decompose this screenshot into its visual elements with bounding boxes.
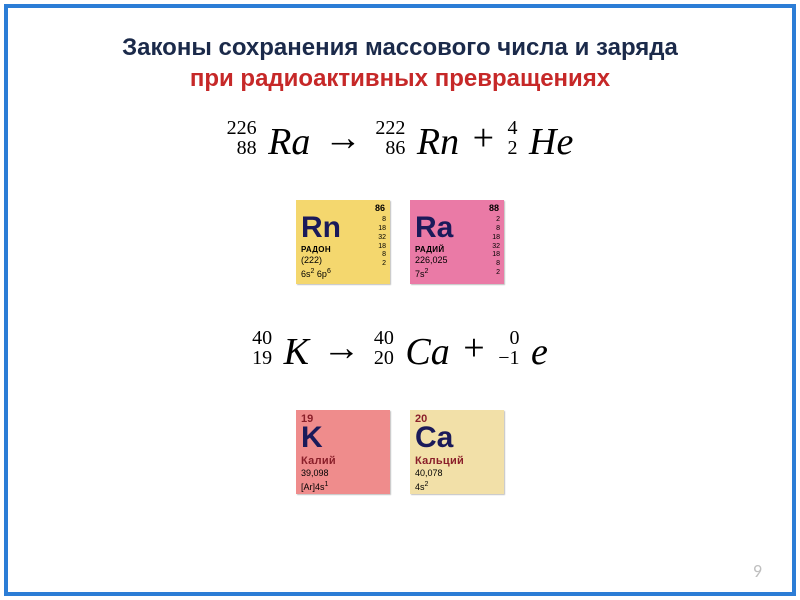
mass-number: 222 — [375, 118, 405, 138]
element-name: РАДОН — [301, 245, 385, 254]
element-weight: 39,098 — [301, 468, 385, 478]
element-symbol: К — [284, 330, 309, 374]
element-weight: (222) — [301, 255, 385, 265]
element-z: 86 — [375, 203, 385, 213]
atomic-number: 19 — [252, 348, 272, 368]
mass-number: 40 — [252, 328, 272, 348]
equation-area: 226 88 Ra → 222 86 Rn + 4 — [28, 116, 772, 576]
element-name: Кальций — [415, 455, 499, 467]
nuclide-k40: 40 19 К — [252, 326, 309, 373]
element-tiles-row-2: 19K Калий39,098 [Ar]4s1 20Ca Кальций40,078 4s… — [28, 410, 772, 494]
electron-config: 6s2 6p6 — [301, 268, 385, 279]
equation-alpha-decay: 226 88 Ra → 222 86 Rn + 4 — [28, 116, 772, 163]
nuclide-rn222: 222 86 Rn — [375, 116, 459, 163]
arrow-icon: → — [318, 326, 364, 370]
element-z: 88 — [489, 203, 499, 213]
element-weight: 226,025 — [415, 255, 499, 265]
mass-number: 40 — [374, 328, 394, 348]
electron-shells: 2818321882 — [492, 216, 500, 277]
plus-sign: + — [469, 117, 498, 159]
mass-number: 226 — [227, 118, 257, 138]
element-tile: 86Rn РАДОН(222) 6s2 6p6818321882 — [296, 200, 390, 284]
mass-number: 0 — [498, 328, 519, 348]
element-symbol: Ra — [415, 213, 499, 243]
element-symbol: Ca — [405, 330, 449, 374]
element-symbol: e — [531, 330, 548, 374]
atomic-number: 2 — [508, 138, 518, 158]
element-symbol: Rn — [301, 213, 385, 243]
element-tile: 88Ra РАДИЙ226,025 7s22818321882 — [410, 200, 504, 284]
nuclide-he4: 4 2 He — [508, 116, 574, 163]
nuclide-ra226: 226 88 Ra — [227, 116, 311, 163]
element-tile: 19K Калий39,098 [Ar]4s1 — [296, 410, 390, 494]
element-tile: 20Ca Кальций40,078 4s2 — [410, 410, 504, 494]
element-symbol: Ca — [415, 423, 499, 453]
slide-title: Законы сохранения массового числа и заря… — [58, 32, 742, 94]
electron-config: 7s2 — [415, 268, 499, 279]
arrow-icon: → — [320, 116, 366, 160]
atomic-number: 86 — [375, 138, 405, 158]
element-name: РАДИЙ — [415, 245, 499, 254]
atomic-number: 20 — [374, 348, 394, 368]
mass-number: 4 — [508, 118, 518, 138]
title-line-2: при радиоактивных превращениях — [58, 63, 742, 94]
element-symbol: Rn — [417, 120, 459, 164]
element-symbol: Ra — [268, 120, 310, 164]
element-symbol: He — [529, 120, 573, 164]
electron-shells: 818321882 — [378, 216, 386, 269]
atomic-number: −1 — [498, 348, 519, 368]
title-line-1: Законы сохранения массового числа и заря… — [58, 32, 742, 63]
slide-content: Законы сохранения массового числа и заря… — [28, 18, 772, 582]
element-z: 19 — [301, 413, 313, 425]
element-tiles-row-1: 86Rn РАДОН(222) 6s2 6p6818321882 88Ra РАДИЙ2… — [28, 200, 772, 284]
page-number: 9 — [753, 560, 762, 582]
element-z: 20 — [415, 413, 427, 425]
element-weight: 40,078 — [415, 468, 499, 478]
slide-frame: Законы сохранения массового числа и заря… — [4, 4, 796, 596]
element-symbol: K — [301, 423, 385, 453]
electron-config: [Ar]4s1 — [301, 481, 385, 492]
element-name: Калий — [301, 455, 385, 467]
plus-sign: + — [459, 327, 488, 369]
atomic-number: 88 — [227, 138, 257, 158]
nuclide-ca40: 40 20 Ca — [374, 326, 450, 373]
electron-config: 4s2 — [415, 481, 499, 492]
equation-beta-decay: 40 19 К → 40 20 Ca + 0 − — [28, 326, 772, 373]
nuclide-electron: 0 −1 e — [498, 326, 548, 373]
